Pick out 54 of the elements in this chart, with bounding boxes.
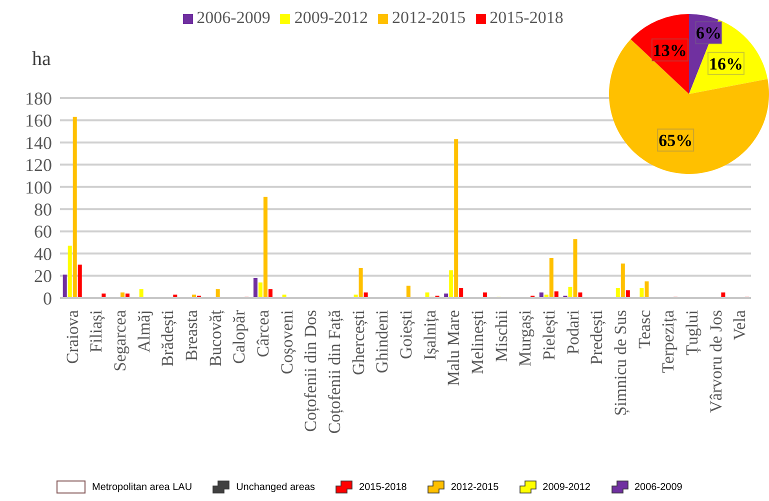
x-tick-label: Calopăr xyxy=(230,310,249,364)
y-tick-label: 120 xyxy=(25,155,52,176)
x-tick-label: Cârcea xyxy=(254,310,273,358)
x-tick-label: Almăj xyxy=(134,310,154,352)
x-tick-label: Ghindeni xyxy=(372,310,392,374)
x-tick-label: Ișalnița xyxy=(420,310,440,360)
x-tick-label: Ghercești xyxy=(348,310,368,376)
y-axis-title: ha xyxy=(32,48,51,71)
x-tick-label: Șimnicu de Sus xyxy=(610,310,630,416)
text: Metropolitan area LAU xyxy=(92,482,192,492)
x-tick-label: Țuglui xyxy=(682,310,702,356)
data-label: 13% xyxy=(652,40,687,60)
y-tick-label: 60 xyxy=(34,222,52,242)
data-label: 65% xyxy=(658,131,693,150)
text: 2009-2012 xyxy=(542,482,590,492)
y-tick-label: 140 xyxy=(25,132,52,153)
x-tick-label: Goiești xyxy=(396,310,416,360)
y-tick-label: 180 xyxy=(25,88,52,108)
data-label: 16% xyxy=(708,54,743,74)
legend-label: 2012-2015 xyxy=(392,8,466,27)
x-tick-label: Teasc xyxy=(634,310,654,348)
x-tick-label: Malu Mare xyxy=(444,310,464,386)
x-tick-label: Filiași xyxy=(86,310,106,353)
x-tick-label: Pielești xyxy=(539,310,558,360)
x-tick-label: Podari xyxy=(563,310,582,354)
text: 2015-2018 xyxy=(359,482,407,492)
legend-label: 2006-2009 xyxy=(196,8,270,27)
x-tick-label: Vela xyxy=(730,310,750,340)
y-tick-label: 160 xyxy=(25,110,52,131)
y-tick-label: 0 xyxy=(43,288,52,308)
y-tick-label: 40 xyxy=(34,244,52,264)
y-tick-label: 20 xyxy=(34,266,52,286)
x-tick-label: Terpezița xyxy=(658,310,678,373)
x-tick-label: Vârvoru de Jos xyxy=(706,310,726,413)
data-label: 6% xyxy=(696,24,722,43)
x-tick-label: Breasta xyxy=(182,310,202,361)
y-tick-label: 100 xyxy=(25,177,52,198)
x-tick-label: Coțofenii din Dos xyxy=(301,310,320,432)
x-tick-label: Craiova xyxy=(62,310,82,364)
x-tick-label: Predești xyxy=(587,310,606,365)
x-tick-label: Bucovăț xyxy=(206,310,225,367)
x-tick-label: Brădești xyxy=(158,310,178,367)
text: Unchanged areas xyxy=(236,482,316,492)
text: 2012-2015 xyxy=(450,482,499,492)
x-tick-label: Mischii xyxy=(492,310,511,362)
x-tick-label: Coșoveni xyxy=(277,310,296,374)
y-tick-label: 80 xyxy=(34,200,52,220)
x-tick-label: Segarcea xyxy=(110,310,130,372)
x-tick-label: Murgași xyxy=(516,310,535,366)
legend-label: 2015-2018 xyxy=(490,8,564,27)
x-tick-label: Melinești xyxy=(468,310,487,374)
text: 2006-2009 xyxy=(634,482,682,492)
legend-label: 2009-2012 xyxy=(294,8,368,27)
x-tick-label: Coțofenii din Față xyxy=(325,310,344,434)
